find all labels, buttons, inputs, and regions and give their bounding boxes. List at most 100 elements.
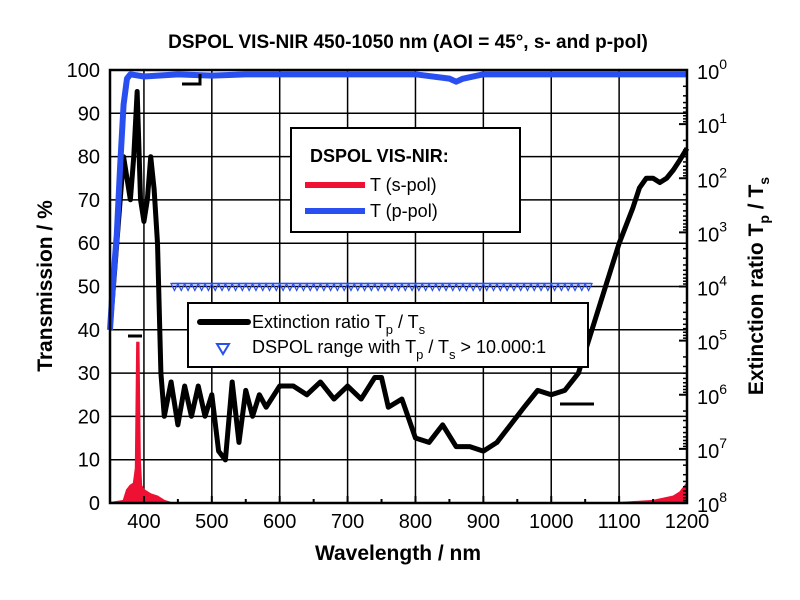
chart-title: DSPOL VIS-NIR 450-1050 nm (AOI = 45°, s-… [168,32,648,53]
x-tick-label: 1200 [665,511,710,533]
y-tick-label: 40 [78,320,100,342]
range-marker [170,282,179,292]
range-marker [258,282,268,292]
range-marker [509,282,519,292]
range-marker [482,282,492,292]
legend-entry-range: DSPOL range with Tp / Ts > 10.000:1 [252,337,546,362]
range-marker [536,282,546,292]
x-tick-label: 700 [331,511,364,533]
range-marker [244,282,254,292]
range-marker [427,282,437,292]
range-marker [312,282,322,292]
range-marker [190,282,200,292]
range-marker [400,282,410,292]
series-extinction [107,89,690,463]
range-marker [448,282,458,292]
range-marker [434,282,444,292]
range-marker [285,282,295,292]
x-tick-label: 1100 [598,511,641,533]
range-marker [278,282,288,292]
range-marker [339,282,349,292]
y-tick-label: 100 [67,60,100,82]
y2-tick-label: 106 [697,381,727,409]
range-marker [217,282,227,292]
x-tick-label: 900 [467,511,500,533]
range-marker [319,282,329,292]
range-marker [516,282,526,292]
y2-tick-label: 108 [697,489,727,517]
range-marker [489,282,499,292]
range-marker [550,282,560,292]
legend-polarization: DSPOL VIS-NIR: T (s-pol) T (p-pol) [290,127,521,233]
series-p-pol [107,71,687,330]
y-tick-label: 50 [78,277,100,299]
x-tick-label: 600 [263,511,296,533]
range-marker [360,282,370,292]
range-marker [305,282,315,292]
range-marker [394,282,403,292]
x-tick-label: 800 [399,511,432,533]
range-marker [495,282,505,292]
range-marker [441,282,451,292]
x-tick-label: 500 [195,511,228,533]
range-marker [570,282,580,292]
y-tick-label: 30 [78,363,100,385]
y-tick-label: 70 [78,190,100,212]
range-marker [529,282,539,292]
range-marker [563,282,573,292]
range-marker [502,282,512,292]
legend-entry-p-pol: T (p-pol) [370,201,438,221]
y-tick-label: 80 [78,147,100,169]
y-tick-label: 0 [89,493,100,515]
range-marker [197,282,207,292]
range-marker [577,282,587,292]
y2-tick-label: 105 [697,327,727,355]
range-marker [231,282,241,292]
legend-entry-s-pol: T (s-pol) [370,175,437,195]
range-marker [455,282,465,292]
x-axis-label: Wavelength / nm [315,542,481,565]
range-marker [380,282,390,292]
range-marker [523,282,532,292]
legend-title: DSPOL VIS-NIR: [310,146,449,166]
range-marker [183,282,193,292]
y2-tick-label: 104 [697,273,727,301]
range-marker [421,282,431,292]
range-marker [346,282,356,292]
y-tick-label: 60 [78,233,100,255]
range-marker [326,282,336,292]
range-marker [237,282,247,292]
range-marker [461,282,471,292]
range-marker [271,282,281,292]
range-marker [556,282,566,292]
x-tick-label: 1000 [529,511,574,533]
range-marker [387,282,397,292]
y-tick-label: 90 [78,103,100,125]
range-marker [332,282,342,292]
ticks: 400 500 600 700 800 900 1000 1100 1200 0 10 20 30 40 5… [67,56,728,533]
range-marker [366,282,376,292]
range-marker [543,282,553,292]
legend-extinction: Extinction ratio Tp / Ts DSPOL range wit… [187,302,589,368]
axis-indicator-p-pol [182,74,202,86]
y2-tick-label: 101 [697,110,727,138]
y2-tick-label: 102 [697,164,727,192]
y-tick-label: 10 [78,450,100,472]
legend-marker-triangle [215,343,231,356]
range-marker [210,282,220,292]
y2-tick-label: 100 [697,56,727,84]
range-marker [468,282,478,292]
y2-tick-label: 103 [697,218,727,246]
range-marker [407,282,417,292]
range-marker [176,282,186,292]
x-tick-label: 400 [127,511,160,533]
range-marker [584,282,594,292]
range-marker [373,282,383,292]
range-marker [414,282,424,292]
series-s-pol [109,341,688,504]
range-marker [292,282,302,292]
y-axis-label: Transmission / % [34,200,57,372]
range-marker [475,282,485,292]
series-layer [107,71,690,504]
range-marker [224,282,234,292]
